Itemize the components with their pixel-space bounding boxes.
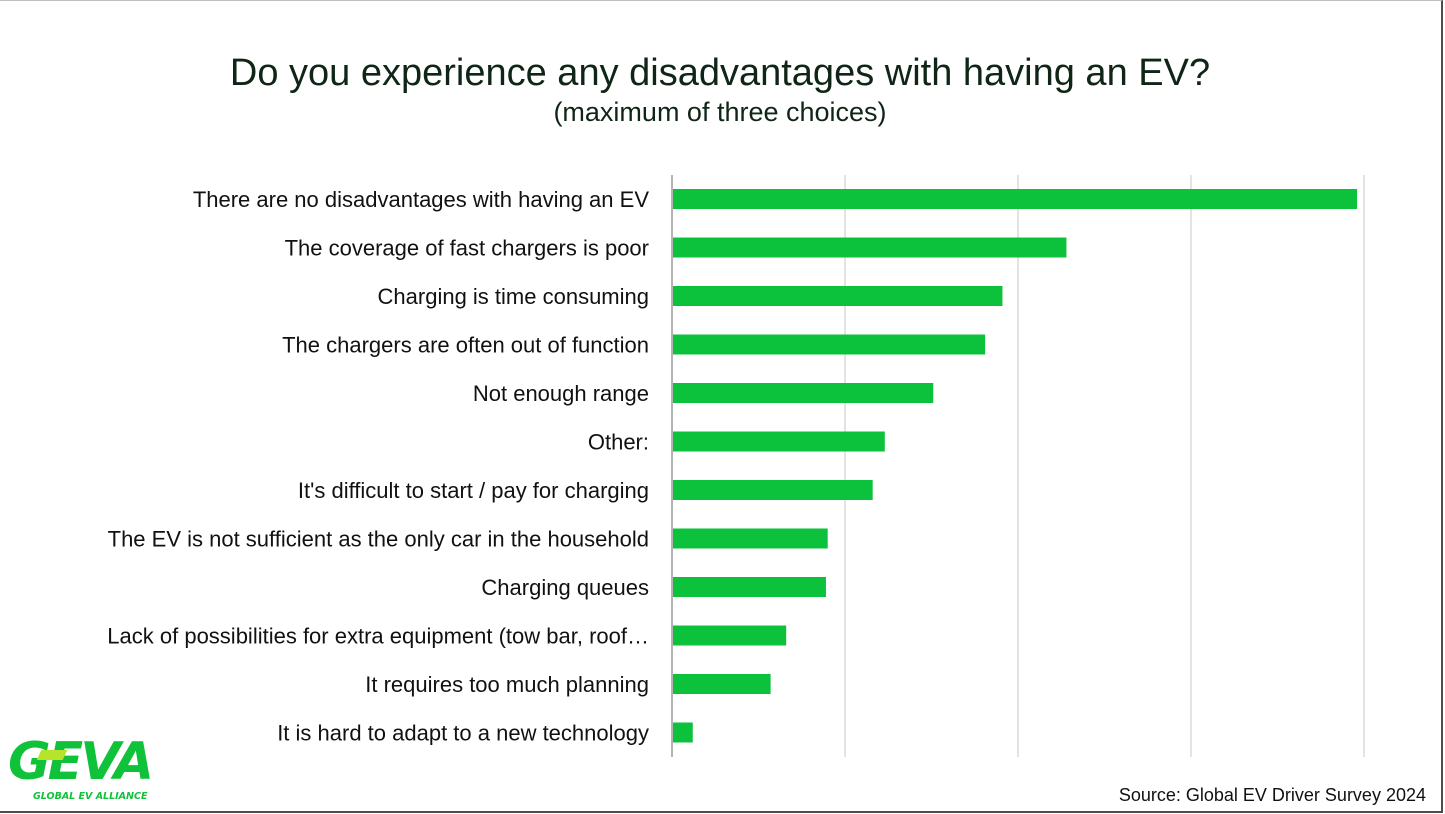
bar (673, 625, 787, 646)
bar (673, 431, 885, 452)
category-label: The EV is not sufficient as the only car… (108, 527, 649, 552)
bar (673, 722, 693, 743)
bar (673, 334, 986, 355)
source-note: Source: Global EV Driver Survey 2024 (1118, 785, 1426, 805)
category-label: The coverage of fast chargers is poor (285, 236, 649, 261)
category-label: Charging queues (481, 575, 649, 600)
geva-logo: GEVA GLOBAL EV ALLIANCE (5, 732, 170, 806)
category-label: It's difficult to start / pay for chargi… (298, 478, 649, 503)
category-label: There are no disadvantages with having a… (193, 187, 650, 212)
bar (673, 237, 1067, 258)
bar (673, 286, 1003, 306)
chart-subtitle: (maximum of three choices) (553, 97, 887, 127)
logo-bolt-icon (36, 750, 68, 760)
logo-tagline: GLOBAL EV ALLIANCE (33, 791, 148, 802)
bar (673, 577, 826, 597)
category-label: It requires too much planning (365, 672, 649, 697)
bar (673, 674, 771, 694)
category-label: The chargers are often out of function (282, 333, 649, 358)
chart-title: Do you experience any disadvantages with… (229, 52, 1211, 94)
category-label: Not enough range (473, 381, 649, 406)
bar (673, 189, 1358, 209)
bar (673, 528, 828, 549)
category-label: It is hard to adapt to a new technology (277, 721, 649, 746)
bar (673, 480, 873, 500)
category-label: Lack of possibilities for extra equipmen… (107, 624, 649, 649)
bar (673, 383, 934, 403)
category-label: Charging is time consuming (378, 284, 649, 309)
category-label: Other: (588, 430, 649, 455)
logo-wordmark: GEVA (8, 732, 154, 792)
